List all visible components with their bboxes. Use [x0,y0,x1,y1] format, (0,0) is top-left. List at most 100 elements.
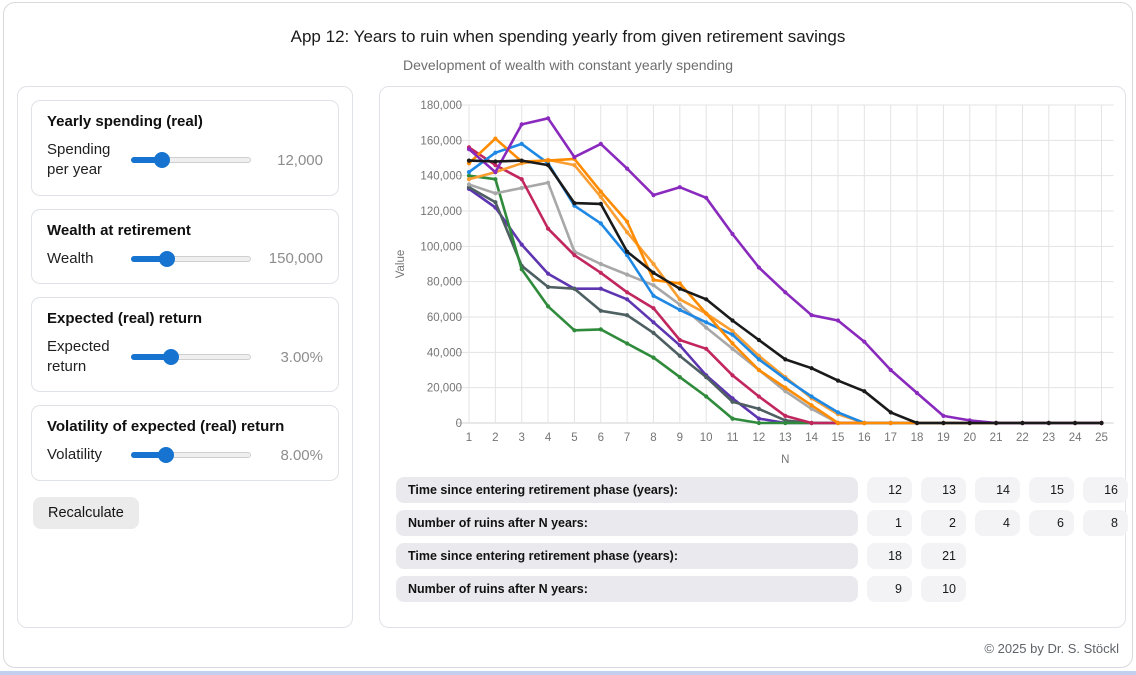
series-point-simulation-purple [598,141,603,146]
series-point-simulation-purple [546,116,551,121]
series-point-simulation-black [1099,420,1104,426]
ruin-table-row-label: Number of ruins after N years: [396,510,858,536]
volatility-value: 8.00% [280,446,323,464]
x-tick-label: 2 [492,432,498,444]
series-point-simulation-green [677,375,682,380]
series-point-simulation-green [756,420,761,426]
x-tick-label: 3 [519,432,525,444]
x-axis-title: N [781,454,789,466]
series-point-simulation-purple [756,265,761,270]
x-tick-label: 21 [990,432,1003,444]
series-point-simulation-orange-dark [651,277,656,282]
series-point-simulation-blue [756,357,761,362]
series-point-simulation-black [914,420,920,426]
series-point-simulation-purple [862,339,867,344]
expected-return-heading: Expected (real) return [47,309,203,327]
series-point-simulation-purple [493,170,498,175]
expected-return-value: 3.00% [280,348,323,366]
copyright-text: © 2025 by Dr. S. Stöckl [984,641,1119,656]
series-point-simulation-purple [941,413,946,418]
series-point-simulation-black [967,420,972,426]
series-point-simulation-black [677,286,682,291]
series-point-simulation-darkslate [704,375,709,380]
ruin-table-value: 10 [921,576,966,602]
series-point-simulation-orange-light [677,297,682,302]
series-point-simulation-orange-dark [704,311,709,316]
ruin-table-row-label: Time since entering retirement phase (ye… [396,477,858,503]
y-tick-label: 40,000 [427,347,462,359]
series-point-simulation-darkslate [730,399,735,404]
series-point-simulation-crimson [546,226,551,231]
series-point-simulation-black [598,201,603,206]
control-card-volatility: Volatility of expected (real) return Vola… [31,405,339,481]
series-point-simulation-green [466,173,472,178]
y-tick-label: 160,000 [420,135,462,147]
expected-return-slider-handle[interactable] [162,349,179,365]
wealth-slider[interactable] [131,250,251,267]
wealth-heading: Wealth at retirement [47,221,191,239]
ruin-table-value: 15 [1029,477,1074,503]
x-tick-label: 17 [884,432,897,444]
series-point-simulation-black [756,337,761,343]
series-point-simulation-black [704,297,709,302]
series-point-simulation-black [1046,420,1051,426]
ruin-table-value: 18 [867,543,912,569]
series-point-simulation-blue [493,150,498,155]
x-tick-label: 7 [624,432,630,444]
series-point-simulation-gray [783,389,788,394]
series-point-simulation-green [493,177,498,182]
series-point-simulation-darkslate [756,406,761,411]
series-point-simulation-darkslate [625,313,630,318]
x-tick-label: 19 [937,432,950,444]
spending-value: 12,000 [277,151,323,169]
ruin-table-value: 16 [1083,477,1128,503]
controls-sidebar: Yearly spending (real) Spending per year 1… [17,86,353,628]
wealth-label: Wealth [47,249,94,267]
series-point-simulation-orange-light [598,194,603,199]
series-point-simulation-black [493,159,498,164]
series-point-simulation-gray [546,180,551,185]
ruin-table-value: 6 [1029,510,1074,536]
x-tick-label: 15 [832,432,845,444]
series-point-simulation-darkslate [598,308,603,313]
series-point-simulation-purple [466,147,472,152]
series-point-simulation-gray [651,283,656,288]
series-point-simulation-indigo [651,320,656,325]
app-window: App 12: Years to ruin when spending year… [3,2,1133,668]
y-axis-title: Value [395,250,407,279]
series-point-simulation-black [1073,420,1078,426]
volatility-slider-handle[interactable] [157,447,174,464]
series-point-simulation-black [466,158,472,163]
ruin-table-row: Number of ruins after N years: 1 2 4 6 8 [396,510,1128,536]
series-point-simulation-black [546,163,551,168]
series-point-simulation-indigo [677,343,682,348]
spending-slider[interactable] [131,152,251,169]
y-tick-label: 20,000 [427,383,462,395]
volatility-slider[interactable] [131,447,251,464]
bottom-edge-bar [0,671,1136,675]
ruin-table-row-label: Time since entering retirement phase (ye… [396,543,858,569]
series-point-simulation-orange-light [466,177,472,182]
series-point-simulation-orange-dark [888,420,893,426]
series-point-simulation-darkslate [493,200,498,205]
series-point-simulation-gray [598,261,603,267]
series-point-simulation-purple [677,185,682,190]
series-point-simulation-purple [835,318,841,323]
series-point-simulation-black [941,420,946,426]
ruin-table-value: 14 [975,477,1020,503]
recalculate-button[interactable]: Recalculate [33,496,139,529]
ruin-table-value: 12 [867,477,912,503]
series-point-simulation-orange-dark [546,158,551,163]
series-point-simulation-gray [809,406,814,411]
ruin-table-row: Number of ruins after N years: 9 10 [396,576,1111,602]
expected-return-slider[interactable] [131,349,251,365]
series-point-simulation-green [704,394,709,399]
series-point-simulation-gray [466,182,472,187]
spending-slider-handle[interactable] [154,152,171,169]
ruin-table-row: Time since entering retirement phase (ye… [396,477,1128,503]
ruin-table-value: 2 [921,510,966,536]
series-point-simulation-purple [519,122,524,127]
wealth-slider-handle[interactable] [159,250,175,267]
volatility-heading: Volatility of expected (real) return [47,418,285,436]
series-point-simulation-blue [730,332,735,337]
